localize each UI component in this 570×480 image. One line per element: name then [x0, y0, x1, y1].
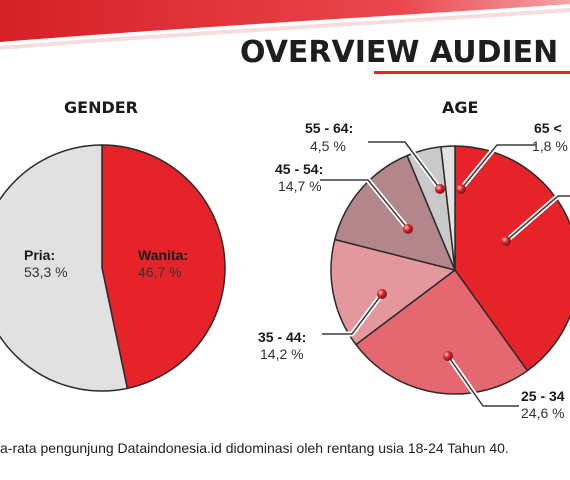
- callout-dot: [403, 224, 413, 234]
- leader-18-24: [505, 195, 570, 242]
- page-title: OVERVIEW AUDIEN: [240, 35, 558, 70]
- age-value-25-34: 24,6 %: [521, 405, 565, 421]
- gender-pie-chart: [0, 144, 226, 392]
- age-pie-slice-1: [355, 269, 529, 395]
- age-value-55-64: 4,5 %: [310, 138, 346, 154]
- caption-text: a-rata pengunjung Dataindonesia.id didom…: [0, 440, 509, 456]
- gender-value-wanita: 46,7 %: [138, 264, 182, 280]
- gender-chart-title: GENDER: [64, 98, 138, 117]
- header-band-accent: [0, 8, 570, 50]
- callout-dot: [435, 184, 445, 194]
- age-label-25-34: 25 - 34: [521, 388, 565, 404]
- header-band: [0, 0, 570, 42]
- callout-dot: [456, 184, 466, 194]
- age-value-65-plus: 1,8 %: [532, 138, 568, 154]
- age-label-35-44: 35 - 44:: [258, 329, 306, 345]
- leader-65-plus: [460, 144, 536, 190]
- gender-pie-slice-0: [101, 144, 226, 390]
- callout-dot: [377, 289, 387, 299]
- age-label-65-plus: 65 <: [534, 120, 562, 136]
- leader-55-64: [368, 141, 441, 190]
- age-label-55-64: 55 - 64:: [305, 120, 353, 136]
- age-value-35-44: 14,2 %: [260, 346, 304, 362]
- age-label-45-54: 45 - 54:: [275, 161, 323, 177]
- leader-45-54: [320, 179, 409, 230]
- leader-35-44: [322, 293, 383, 335]
- age-value-45-54: 14,7 %: [278, 178, 322, 194]
- title-underline: [374, 71, 570, 74]
- gender-label-wanita: Wanita:: [138, 247, 188, 263]
- callout-dot: [443, 351, 453, 361]
- leader-25-34: [447, 355, 519, 407]
- age-pie-slice-5: [440, 145, 456, 271]
- gender-pie-slice-1: [0, 144, 129, 392]
- age-leader-lines: [320, 141, 570, 407]
- gender-value-pria: 53,3 %: [24, 264, 68, 280]
- gender-label-pria: Pria:: [24, 247, 55, 263]
- age-chart-title: AGE: [442, 98, 478, 117]
- callout-dot: [501, 236, 511, 246]
